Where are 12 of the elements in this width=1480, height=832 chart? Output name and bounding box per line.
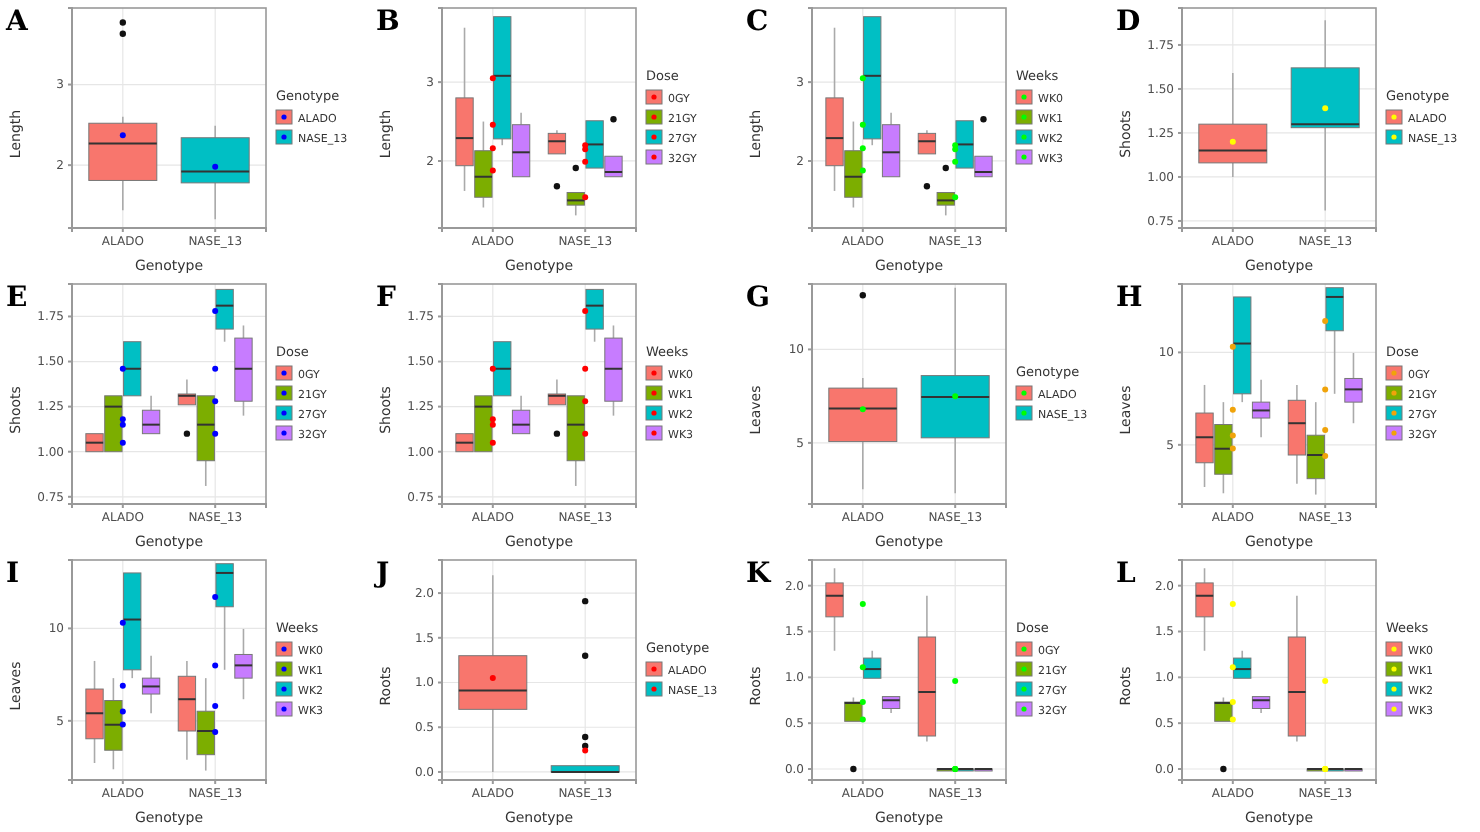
chart-title: C	[746, 6, 769, 38]
chart-title: J	[372, 558, 390, 590]
chart-title: H	[1116, 282, 1143, 314]
chart-title: F	[376, 282, 396, 314]
chart-title: A	[4, 6, 30, 38]
chart-title: D	[1116, 6, 1141, 38]
chart-title: E	[6, 282, 28, 314]
chart-title: G	[746, 282, 770, 314]
chart-title: L	[1116, 558, 1136, 590]
chart-title: B	[376, 6, 400, 38]
chart-title: K	[746, 558, 772, 590]
chart-title: I	[6, 558, 20, 590]
